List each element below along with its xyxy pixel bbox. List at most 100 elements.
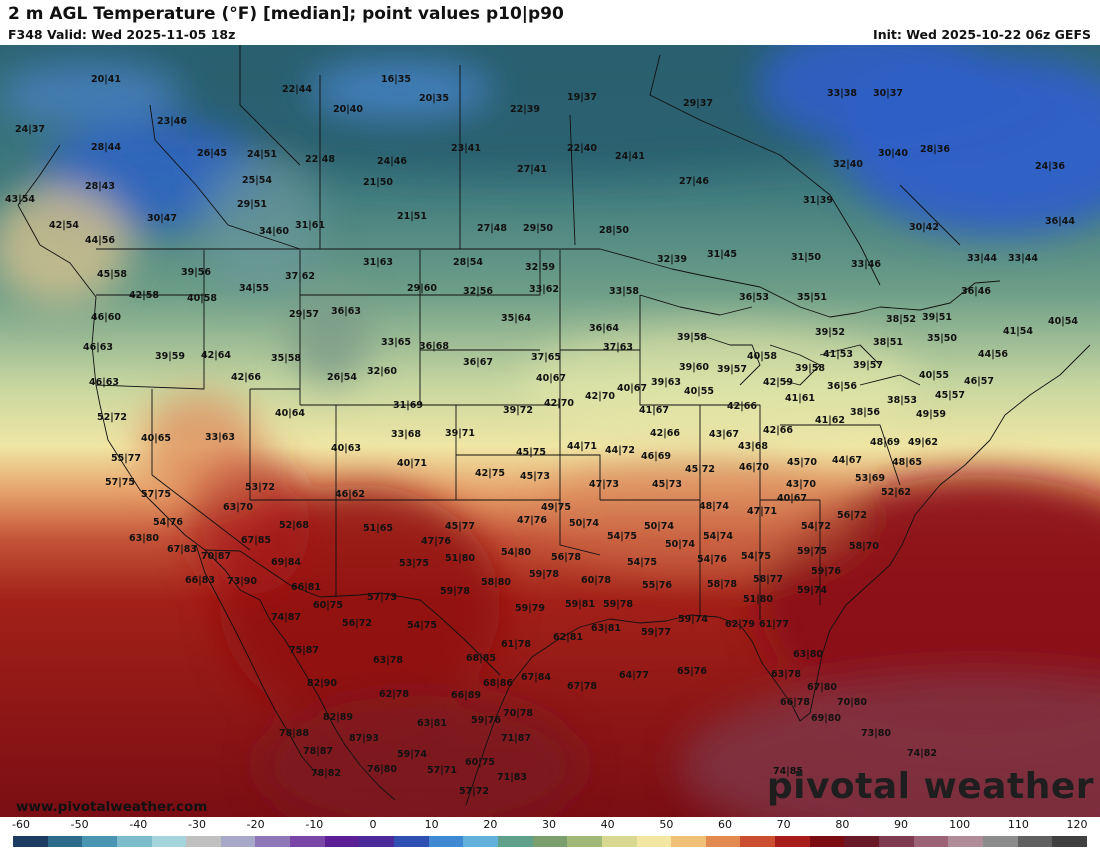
point-value-label: 52|68 xyxy=(279,520,309,531)
point-value-label: 31|69 xyxy=(393,400,423,411)
point-value-label: 56|78 xyxy=(551,552,581,563)
point-value-label: 36|63 xyxy=(331,306,361,317)
color-bar-label: -30 xyxy=(188,818,206,831)
brand-logo-text: pivotal weather xyxy=(766,766,1094,807)
point-value-label: 38|56 xyxy=(850,407,880,418)
point-value-label: 57|73 xyxy=(367,592,397,603)
color-bar-swatch xyxy=(879,836,914,847)
point-value-label: 32|60 xyxy=(367,366,397,377)
color-bar-strip xyxy=(13,836,1087,847)
color-bar-swatch xyxy=(567,836,602,847)
point-value-label: 24|46 xyxy=(377,156,407,167)
point-value-label: 42|66 xyxy=(727,401,757,412)
point-value-label: 74|87 xyxy=(271,612,301,623)
point-value-label: 73|90 xyxy=(227,576,257,587)
color-bar-label: -50 xyxy=(70,818,89,831)
point-value-label: 29|60 xyxy=(407,283,437,294)
point-value-label: 47|73 xyxy=(589,479,619,490)
point-value-labels: 20|41 22|44 16|35 20|35 20|40 22|39 19|37 29|37… xyxy=(5,74,1078,797)
point-value-label: 44|56 xyxy=(85,235,115,246)
point-value-label: 58|70 xyxy=(849,541,879,552)
color-bar-label: 100 xyxy=(949,818,971,831)
point-value-label: 45|72 xyxy=(685,464,715,475)
point-value-label: 40|63 xyxy=(331,443,361,454)
point-value-label: 57|71 xyxy=(427,765,457,776)
color-bar-swatch xyxy=(463,836,498,847)
temperature-map[interactable]: 20|41 22|44 16|35 20|35 20|40 22|39 19|37 29|37… xyxy=(0,45,1100,817)
point-value-label: 59|78 xyxy=(603,599,633,610)
point-value-label: 41|53 xyxy=(823,349,853,360)
color-bar-label: -60 xyxy=(12,818,30,831)
point-value-label: 68|85 xyxy=(466,653,496,664)
color-bar-swatch xyxy=(428,836,464,847)
point-value-label: 31|45 xyxy=(707,249,737,260)
point-value-label: 59|77 xyxy=(641,627,671,638)
color-bar-label: 60 xyxy=(718,818,732,831)
point-value-label: 56|72 xyxy=(837,510,867,521)
point-value-label: 47|76 xyxy=(517,515,547,526)
point-value-label: 33|65 xyxy=(381,337,411,348)
point-value-label: 30|42 xyxy=(909,222,939,233)
point-value-label: 20|41 xyxy=(91,74,121,85)
point-value-label: 59|75 xyxy=(797,546,827,557)
us-mexico-border xyxy=(204,549,501,676)
point-value-label: 40|58 xyxy=(187,293,217,304)
point-value-label: 20|35 xyxy=(419,93,449,104)
point-value-label: 39|58 xyxy=(677,332,707,343)
point-value-label: 33|63 xyxy=(205,432,235,443)
point-value-label: 35|64 xyxy=(501,313,531,324)
point-value-label: 44|72 xyxy=(605,445,635,456)
point-value-label: 63|81 xyxy=(417,718,447,729)
point-value-label: 30|40 xyxy=(878,148,908,159)
point-value-label: 31|50 xyxy=(791,252,821,263)
point-value-label: 59|74 xyxy=(797,585,827,596)
point-value-label: 47|76 xyxy=(421,536,451,547)
point-value-label: 62|79 xyxy=(725,619,755,630)
point-value-label: 40|64 xyxy=(275,408,305,419)
point-value-label: 78|87 xyxy=(303,746,333,757)
point-value-label: 50|74 xyxy=(644,521,674,532)
point-value-label: 29|57 xyxy=(289,309,319,320)
point-value-label: 42|64 xyxy=(201,350,231,361)
point-value-label: 24|51 xyxy=(247,149,277,160)
point-value-label: 61|77 xyxy=(759,619,789,630)
point-value-label: 20|40 xyxy=(333,104,363,115)
point-value-label: 24|41 xyxy=(615,151,645,162)
point-value-label: 36|68 xyxy=(419,341,449,352)
point-value-label: 60|78 xyxy=(581,575,611,586)
point-value-label: 45|73 xyxy=(520,471,550,482)
point-value-label: 21|51 xyxy=(397,211,427,222)
point-value-label: 43|68 xyxy=(738,441,768,452)
point-value-label: 41|67 xyxy=(639,405,669,416)
color-bar: -60 -50 -40 -30 -20 -10 0 10 20 30 40 50 60 70 80 90 100… xyxy=(0,817,1100,850)
point-value-label: 67|83 xyxy=(167,544,197,555)
map-header: 2 m AGL Temperature (°F) [median]; point… xyxy=(0,0,1100,45)
point-value-label: 59|74 xyxy=(678,614,708,625)
color-bar-label: 0 xyxy=(369,818,377,831)
point-value-label: 56|72 xyxy=(342,618,372,629)
point-value-label: 54|74 xyxy=(703,531,733,542)
point-value-label: 37|63 xyxy=(603,342,633,353)
point-value-label: 51|80 xyxy=(743,594,773,605)
point-value-label: 28|44 xyxy=(91,142,121,153)
point-value-label: 47|71 xyxy=(747,506,777,517)
color-bar-label: 70 xyxy=(776,818,791,831)
point-value-label: 57|75 xyxy=(105,477,135,488)
color-bar-label: 40 xyxy=(600,818,615,831)
point-value-label: 22|48 xyxy=(305,154,335,165)
point-value-label: 71|83 xyxy=(497,772,527,783)
point-value-label: 42|59 xyxy=(763,377,793,388)
point-value-label: 63|70 xyxy=(223,502,253,513)
point-value-label: 50|74 xyxy=(665,539,695,550)
point-value-label: 48|74 xyxy=(699,501,729,512)
point-value-label: 29|37 xyxy=(683,98,713,109)
point-value-label: 29|50 xyxy=(523,223,553,234)
point-value-label: 45|70 xyxy=(787,457,817,468)
website-url[interactable]: www.pivotalweather.com xyxy=(16,799,208,815)
point-value-label: 49|62 xyxy=(908,437,938,448)
point-value-label: 39|57 xyxy=(717,364,747,375)
point-value-label: 43|54 xyxy=(5,194,35,205)
point-value-label: 34|60 xyxy=(259,226,289,237)
point-value-label: 32|39 xyxy=(657,254,687,265)
color-bar-label: 30 xyxy=(542,818,556,831)
